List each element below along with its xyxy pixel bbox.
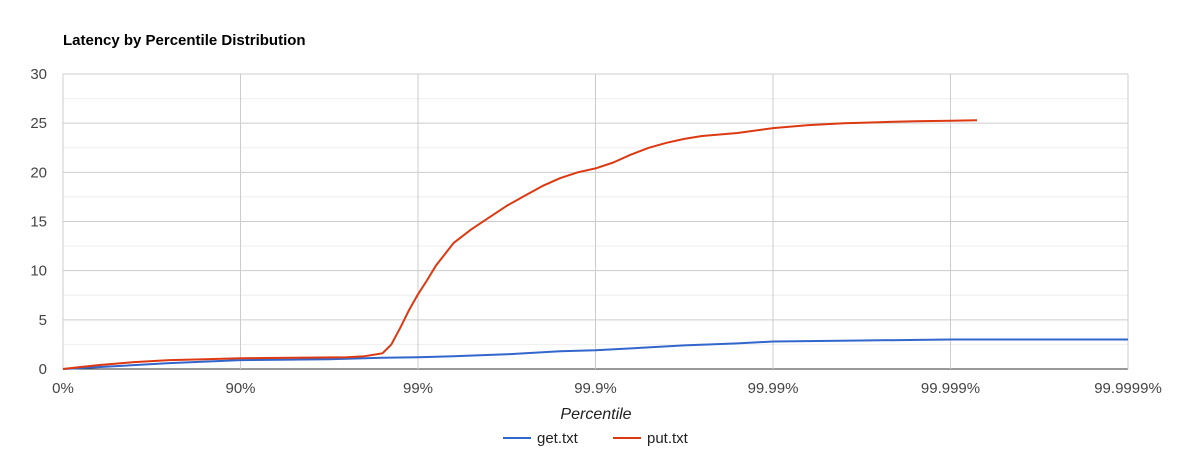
x-tick-label: 99.9999%	[1094, 380, 1162, 397]
x-tick-label: 99.9%	[574, 380, 617, 397]
chart-title: Latency by Percentile Distribution	[63, 32, 306, 49]
grid-lines	[62, 73, 1129, 370]
x-tick-label: 99.99%	[748, 380, 799, 397]
series-line-put-txt	[62, 119, 978, 370]
legend-label: get.txt	[537, 430, 579, 447]
legend-label: put.txt	[647, 430, 689, 447]
y-tick-label: 25	[30, 115, 47, 132]
y-tick-label: 30	[30, 66, 47, 83]
y-tick-label: 20	[30, 164, 47, 181]
y-tick-label: 5	[39, 312, 47, 329]
y-axis-ticks: 0 5 10 15 20 25 30	[30, 66, 47, 378]
x-axis-ticks: 0% 90% 99% 99.9% 99.99% 99.999% 99.9999%	[52, 380, 1162, 397]
y-tick-label: 0	[39, 361, 47, 378]
series-lines	[62, 119, 1128, 370]
x-tick-label: 0%	[52, 380, 74, 397]
legend: get.txt put.txt	[503, 430, 689, 447]
y-tick-label: 10	[30, 263, 47, 280]
y-tick-label: 15	[30, 214, 47, 231]
x-tick-label: 99%	[403, 380, 433, 397]
x-axis-label: Percentile	[560, 406, 631, 423]
series-line-get-txt	[62, 338, 1128, 370]
x-tick-label: 90%	[225, 380, 255, 397]
x-tick-label: 99.999%	[921, 380, 980, 397]
